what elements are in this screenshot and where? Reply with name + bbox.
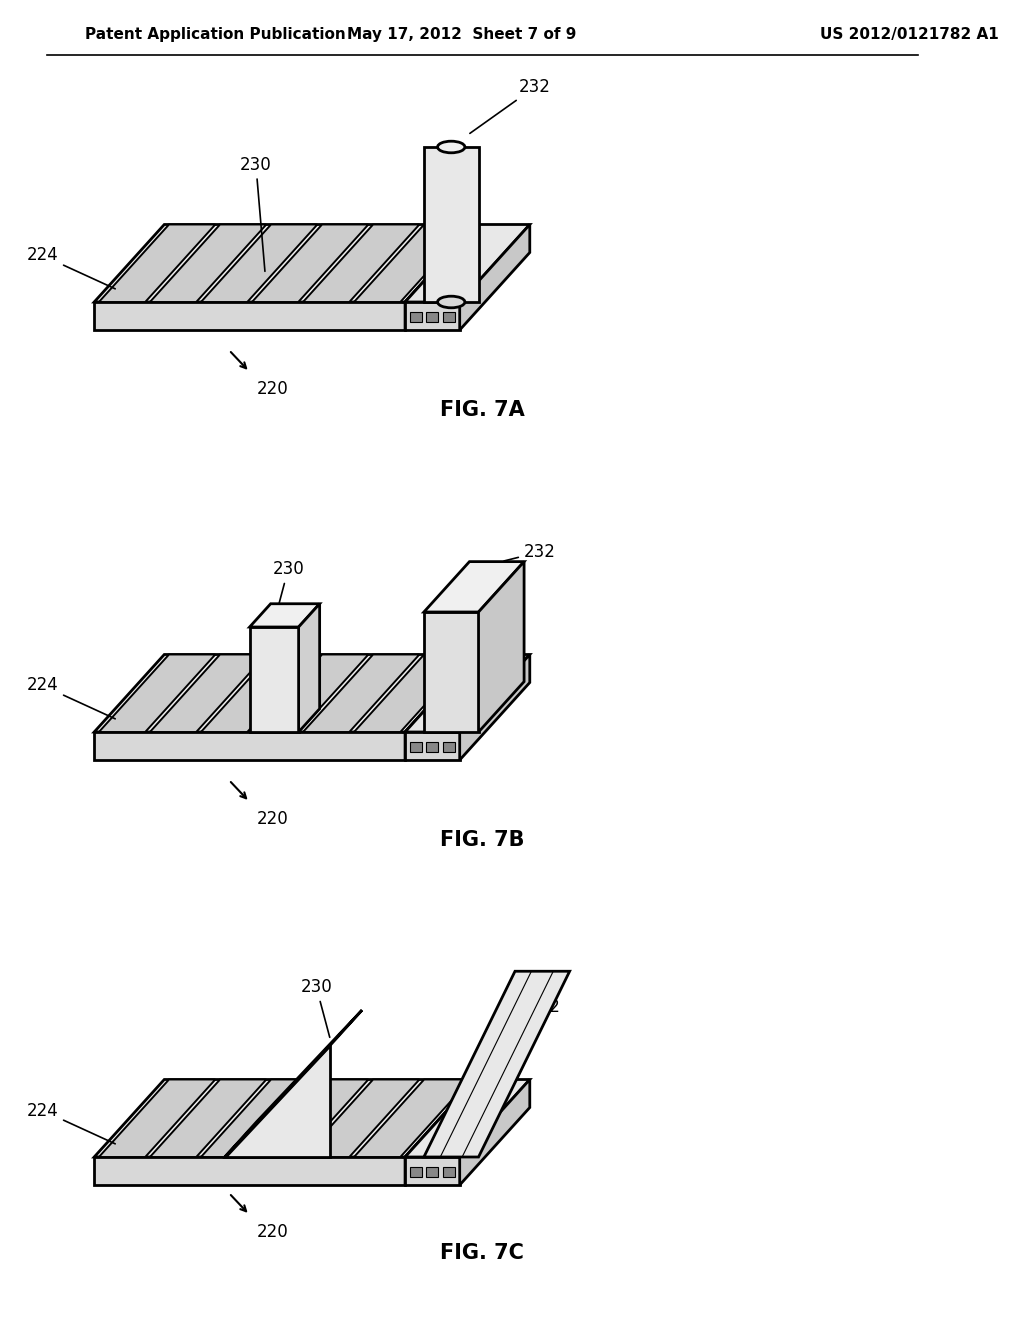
Text: FIG. 7B: FIG. 7B — [440, 830, 524, 850]
Polygon shape — [201, 224, 317, 302]
Text: 232: 232 — [528, 998, 560, 1016]
Polygon shape — [250, 603, 319, 627]
Polygon shape — [406, 1158, 460, 1185]
Polygon shape — [94, 1158, 406, 1185]
Polygon shape — [224, 1045, 331, 1158]
Polygon shape — [424, 972, 569, 1158]
Polygon shape — [478, 561, 524, 733]
Polygon shape — [94, 224, 475, 302]
Polygon shape — [460, 224, 529, 330]
Polygon shape — [354, 1080, 470, 1158]
Polygon shape — [303, 224, 420, 302]
Polygon shape — [424, 612, 478, 733]
Polygon shape — [460, 655, 529, 760]
Text: 232: 232 — [504, 543, 556, 561]
Polygon shape — [406, 302, 460, 330]
Polygon shape — [303, 655, 420, 733]
Polygon shape — [443, 742, 455, 751]
Text: 224: 224 — [27, 247, 116, 289]
Ellipse shape — [437, 296, 465, 308]
Polygon shape — [406, 224, 529, 302]
Text: 230: 230 — [240, 156, 271, 272]
Text: 220: 220 — [257, 380, 289, 399]
Ellipse shape — [437, 141, 465, 153]
Polygon shape — [354, 655, 470, 733]
Polygon shape — [299, 603, 319, 733]
Text: 232: 232 — [470, 78, 551, 133]
Polygon shape — [443, 1167, 455, 1176]
Polygon shape — [250, 627, 299, 733]
Polygon shape — [443, 312, 455, 322]
Polygon shape — [424, 147, 478, 302]
Polygon shape — [424, 561, 524, 612]
Polygon shape — [303, 1080, 420, 1158]
Polygon shape — [150, 224, 266, 302]
Text: US 2012/0121782 A1: US 2012/0121782 A1 — [819, 28, 998, 42]
Polygon shape — [406, 224, 475, 330]
Polygon shape — [201, 1080, 317, 1158]
Polygon shape — [252, 655, 369, 733]
Text: 220: 220 — [257, 810, 289, 828]
Polygon shape — [410, 742, 422, 751]
Polygon shape — [410, 1167, 422, 1176]
Polygon shape — [410, 312, 422, 322]
Polygon shape — [94, 655, 475, 733]
Polygon shape — [354, 224, 470, 302]
Polygon shape — [426, 312, 438, 322]
Text: May 17, 2012  Sheet 7 of 9: May 17, 2012 Sheet 7 of 9 — [347, 28, 577, 42]
Polygon shape — [99, 655, 215, 733]
Text: 224: 224 — [27, 676, 116, 719]
Polygon shape — [426, 1167, 438, 1176]
Polygon shape — [252, 224, 369, 302]
Text: 224: 224 — [27, 1101, 116, 1144]
Text: 220: 220 — [257, 1224, 289, 1241]
Polygon shape — [94, 302, 406, 330]
Polygon shape — [406, 655, 529, 733]
Polygon shape — [150, 655, 266, 733]
Polygon shape — [406, 1080, 529, 1158]
Polygon shape — [252, 1080, 369, 1158]
Polygon shape — [201, 655, 317, 733]
Polygon shape — [99, 1080, 215, 1158]
Text: 230: 230 — [272, 560, 304, 619]
Text: 230: 230 — [300, 978, 332, 1038]
Polygon shape — [426, 742, 438, 751]
Text: Patent Application Publication: Patent Application Publication — [85, 28, 345, 42]
Polygon shape — [406, 655, 475, 760]
Polygon shape — [94, 1080, 475, 1158]
Polygon shape — [460, 1080, 529, 1185]
Text: FIG. 7A: FIG. 7A — [440, 400, 524, 420]
Polygon shape — [94, 733, 406, 760]
Polygon shape — [150, 1080, 266, 1158]
Text: FIG. 7C: FIG. 7C — [440, 1243, 524, 1263]
Polygon shape — [406, 1080, 475, 1185]
Polygon shape — [99, 224, 215, 302]
Polygon shape — [224, 1010, 362, 1158]
Polygon shape — [406, 733, 460, 760]
